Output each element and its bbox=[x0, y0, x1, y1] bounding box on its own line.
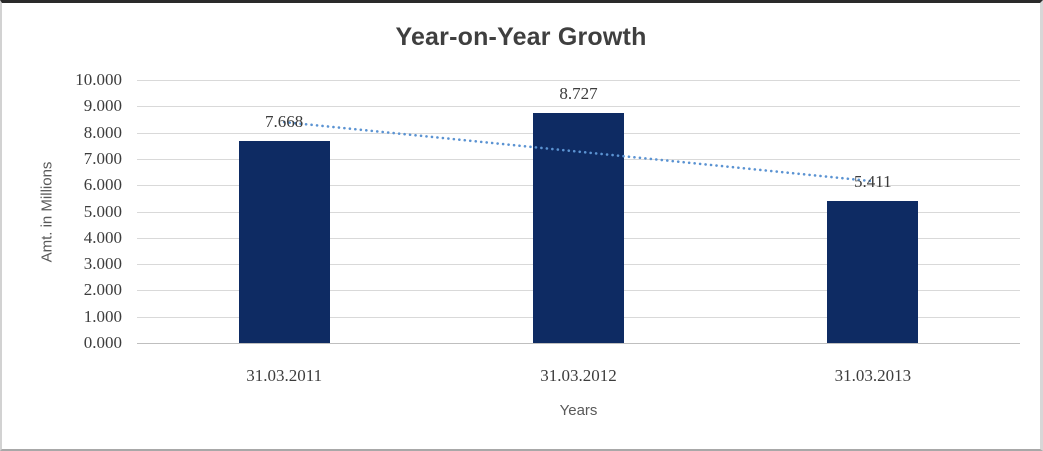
y-tick-label: 10.000 bbox=[75, 70, 122, 89]
y-tick-label: 9.000 bbox=[83, 96, 122, 116]
bar-31.03.2013 bbox=[827, 200, 919, 343]
gridline bbox=[137, 80, 1020, 81]
x-tick-label: 31.03.2013 bbox=[834, 366, 912, 385]
data-label: 8.727 bbox=[559, 84, 598, 104]
data-label: 7.668 bbox=[265, 112, 304, 132]
x-axis-title: Years bbox=[559, 402, 598, 419]
y-tick-label: 7.000 bbox=[83, 148, 122, 168]
y-tick-label: 5.000 bbox=[83, 201, 122, 221]
x-axis-line bbox=[137, 343, 1020, 344]
bar-31.03.2012 bbox=[533, 113, 624, 343]
y-tick-label: 6.000 bbox=[83, 175, 122, 195]
data-label: 5.411 bbox=[854, 171, 892, 191]
y-tick-label: 3.000 bbox=[83, 254, 122, 274]
y-tick-label: 1.000 bbox=[83, 306, 122, 326]
y-tick-label: 8.000 bbox=[83, 122, 122, 142]
y-tick-label: 4.000 bbox=[83, 227, 122, 247]
x-tick-label: 31.03.2011 bbox=[246, 366, 323, 385]
x-tick-label: 31.03.2012 bbox=[540, 366, 617, 385]
y-tick-label: 2.000 bbox=[83, 280, 122, 300]
gridline bbox=[137, 106, 1020, 108]
bar-31.03.2011 bbox=[238, 141, 330, 343]
y-tick-label: 0.000 bbox=[83, 333, 122, 352]
chart-title: Year-on-Year Growth bbox=[395, 23, 647, 51]
